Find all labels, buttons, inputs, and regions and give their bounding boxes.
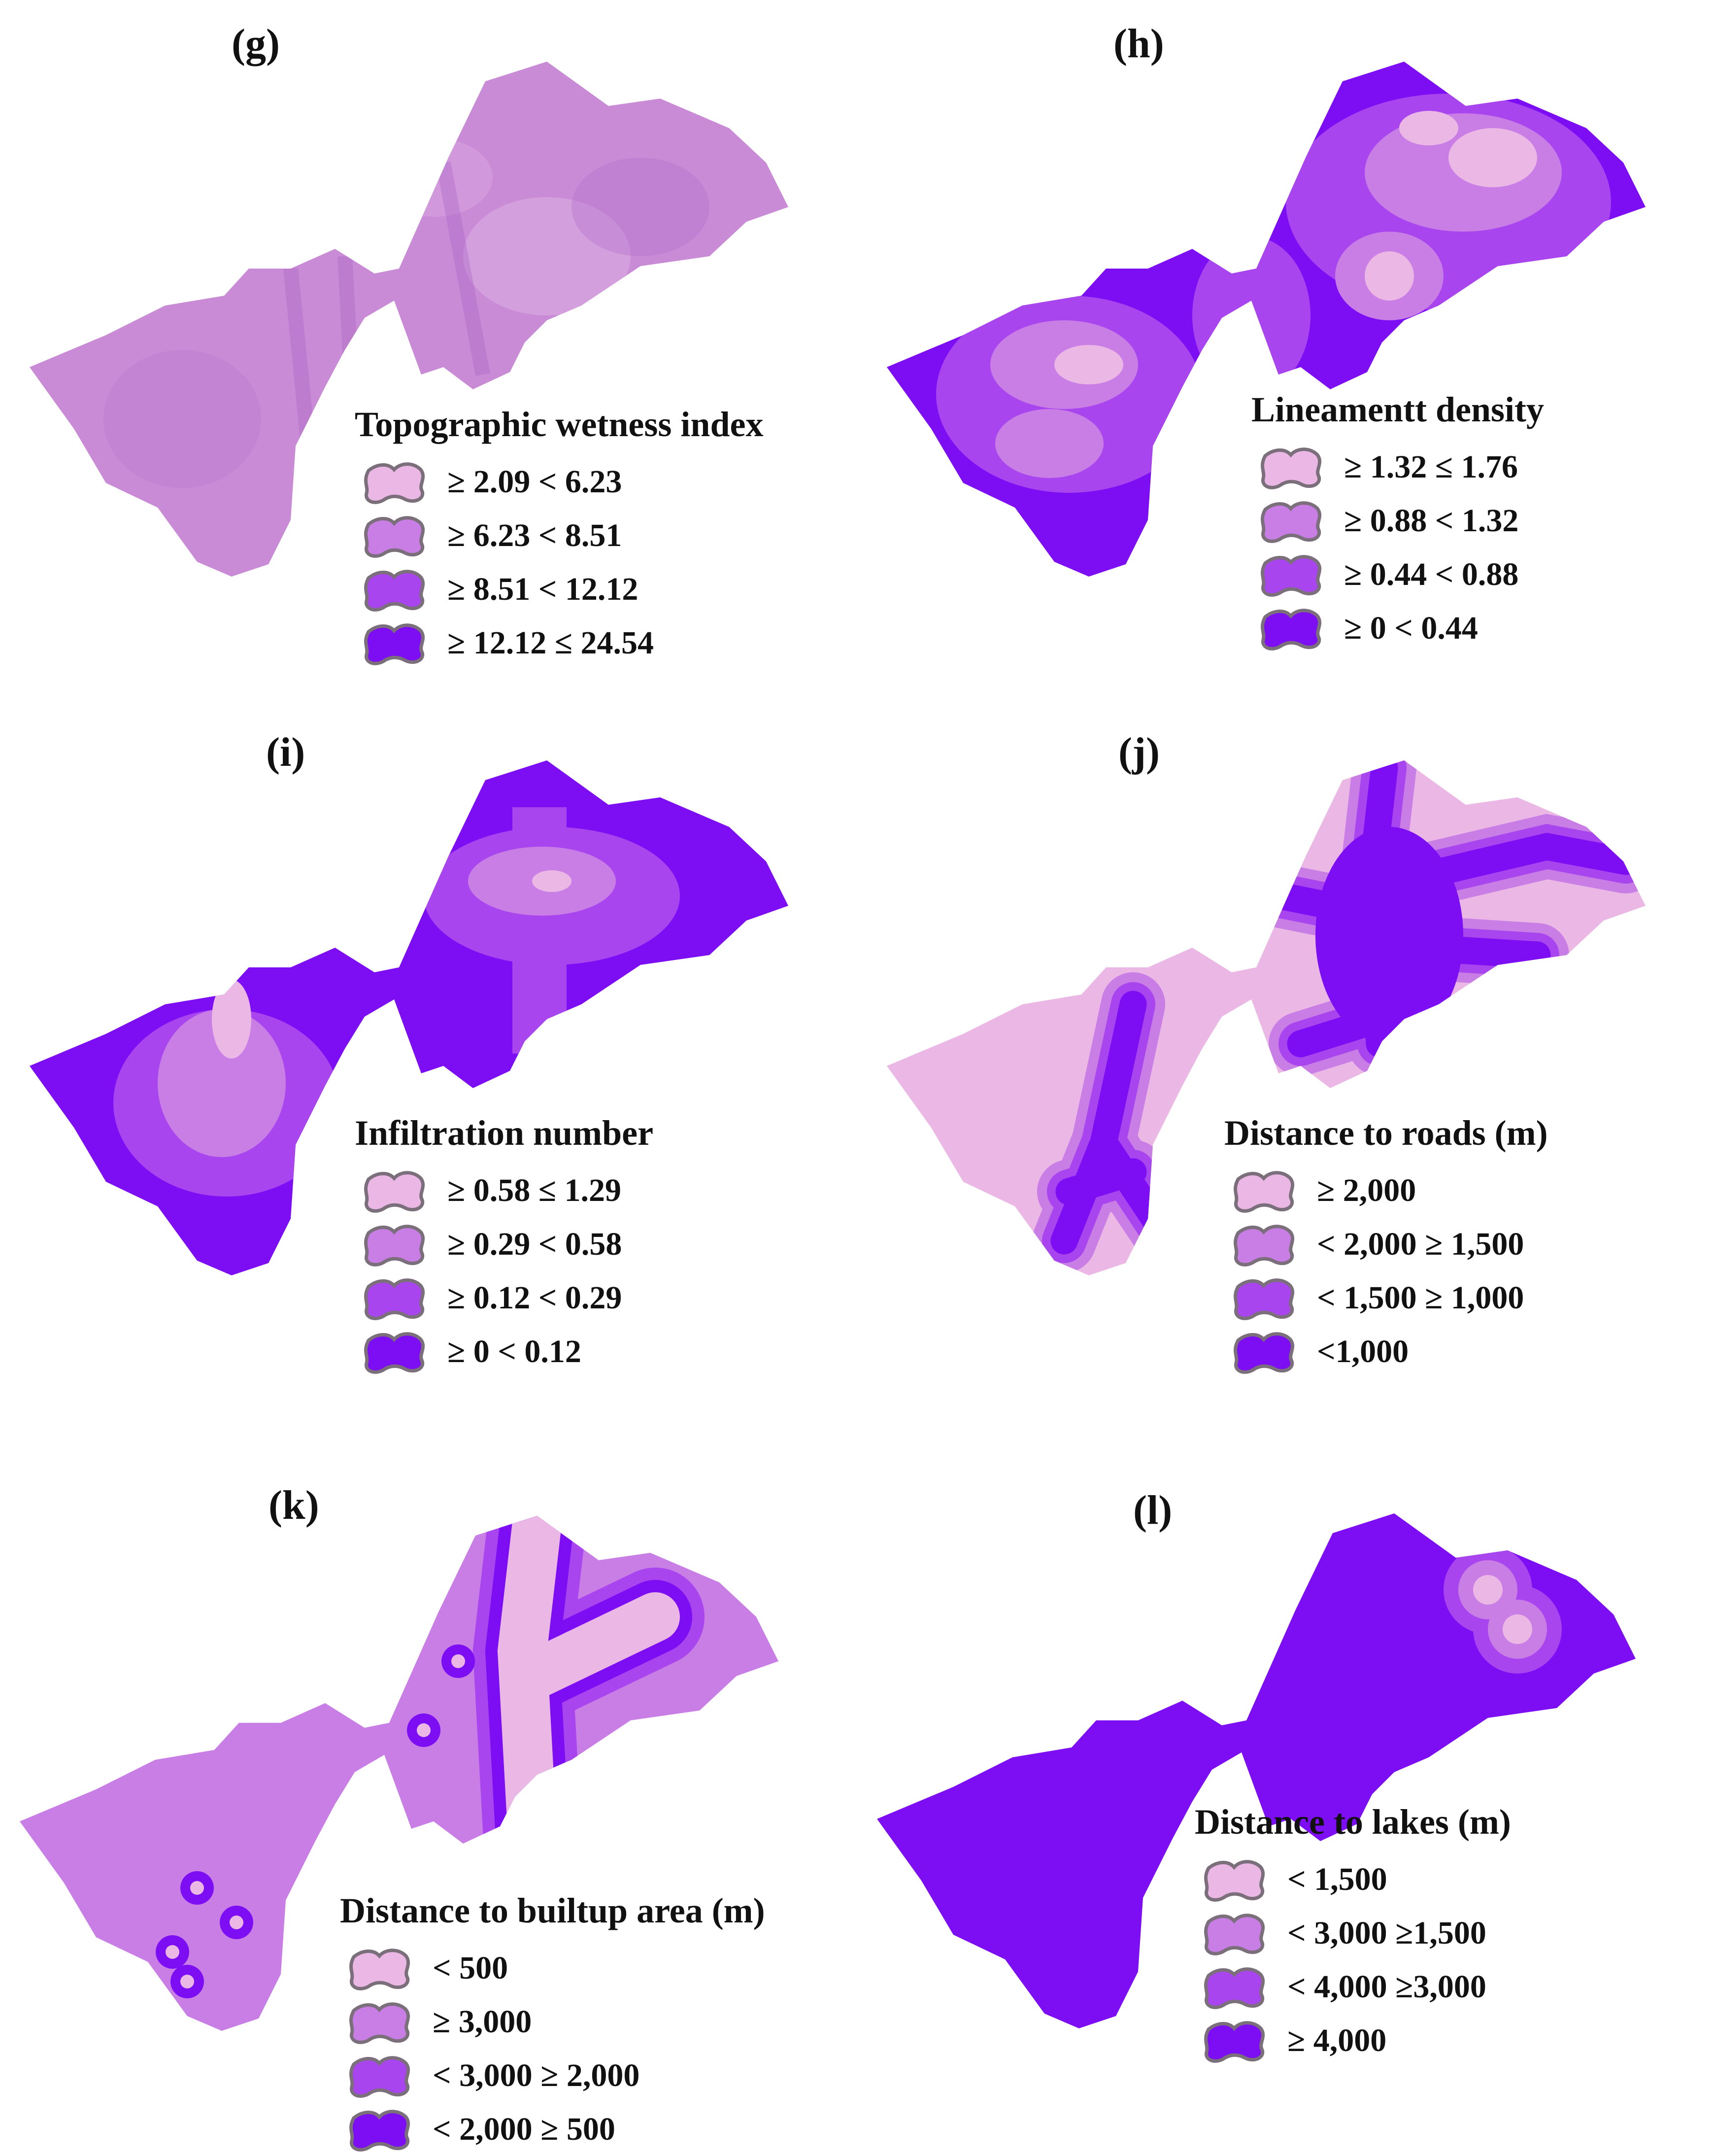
legend-label: ≥ 0.29 < 0.58 bbox=[447, 1226, 622, 1262]
swatch-class-1 bbox=[360, 1168, 429, 1213]
legend-label: ≥ 6.23 < 8.51 bbox=[447, 517, 622, 553]
legend-item: <1,000 bbox=[1229, 1325, 1548, 1378]
swatch-class-1 bbox=[1200, 1857, 1269, 1902]
legend-label: ≥ 4,000 bbox=[1287, 2022, 1387, 2058]
legend-title: Distance to lakes (m) bbox=[1195, 1802, 1511, 1842]
panel-j: (j) Distance to roads (m) ≥ 2,000 < 2,00… bbox=[857, 699, 1714, 1397]
swatch-class-3 bbox=[1200, 1965, 1269, 2009]
legend-item: ≥ 0.29 < 0.58 bbox=[360, 1217, 653, 1271]
legend-label: ≥ 3,000 bbox=[433, 2003, 532, 2040]
swatch-class-2 bbox=[1229, 1222, 1298, 1266]
legend-title: Infiltration number bbox=[355, 1113, 654, 1153]
legend-item: ≥ 2,000 bbox=[1229, 1164, 1548, 1217]
legend-label: < 500 bbox=[433, 1950, 508, 1986]
legend-label: ≥ 0.58 ≤ 1.29 bbox=[447, 1172, 621, 1208]
legend-label: ≥ 0 < 0.44 bbox=[1344, 610, 1478, 646]
legend: Distance to lakes (m) < 1,500 < 3,000 ≥1… bbox=[1195, 1802, 1511, 2067]
legend-title: Topographic wetness index bbox=[355, 405, 764, 444]
swatch-class-3 bbox=[1256, 552, 1325, 597]
legend-item: ≥ 0.58 ≤ 1.29 bbox=[360, 1164, 653, 1217]
legend-label: <1,000 bbox=[1317, 1333, 1409, 1369]
swatch-class-3 bbox=[360, 567, 429, 612]
legend-item: ≥ 2.09 < 6.23 bbox=[360, 455, 763, 509]
panel-label: (i) bbox=[266, 729, 305, 775]
legend-item: ≥ 0 < 0.44 bbox=[1256, 601, 1544, 655]
swatch-class-4 bbox=[360, 1330, 429, 1374]
legend-item: < 1,500 bbox=[1200, 1852, 1511, 1906]
panel-i: (i) Infiltration number ≥ 0.58 ≤ 1.29 ≥ … bbox=[0, 699, 857, 1397]
swatch-class-4 bbox=[1229, 1330, 1298, 1374]
swatch-class-4 bbox=[345, 2107, 414, 2152]
panel-h: (h) Lineamentt density ≥ 1.32 ≤ 1.76 ≥ 0… bbox=[857, 0, 1714, 698]
swatch-class-2 bbox=[1200, 1911, 1269, 1955]
legend-item: ≥ 3,000 bbox=[345, 1995, 765, 2049]
map-distance-to-builtup bbox=[20, 1516, 778, 2031]
legend: Infiltration number ≥ 0.58 ≤ 1.29 ≥ 0.29… bbox=[355, 1113, 653, 1378]
map-topographic-wetness bbox=[30, 62, 788, 577]
legend-label: < 2,000 ≥ 500 bbox=[433, 2111, 615, 2147]
legend-label: < 2,000 ≥ 1,500 bbox=[1317, 1226, 1524, 1262]
legend-label: < 1,500 ≥ 1,000 bbox=[1317, 1279, 1524, 1316]
swatch-class-3 bbox=[345, 2053, 414, 2098]
swatch-class-1 bbox=[360, 460, 429, 504]
swatch-class-4 bbox=[1200, 2019, 1269, 2063]
panel-label: (k) bbox=[269, 1482, 319, 1528]
legend: Distance to roads (m) ≥ 2,000 < 2,000 ≥ … bbox=[1224, 1113, 1548, 1378]
panel-k: (k) Distance to builtup area (m) < 500 ≥… bbox=[0, 1398, 857, 2096]
legend-item: ≥ 0.12 < 0.29 bbox=[360, 1271, 653, 1325]
legend-label: ≥ 8.51 < 12.12 bbox=[447, 571, 639, 607]
legend-label: < 3,000 ≥ 2,000 bbox=[433, 2057, 640, 2093]
legend-label: ≥ 12.12 ≤ 24.54 bbox=[447, 624, 654, 661]
legend-item: < 4,000 ≥3,000 bbox=[1200, 1960, 1511, 2014]
swatch-class-2 bbox=[360, 513, 429, 558]
legend-label: < 4,000 ≥3,000 bbox=[1287, 1968, 1486, 2005]
swatch-class-3 bbox=[360, 1276, 429, 1320]
legend-item: < 3,000 ≥ 2,000 bbox=[345, 2049, 765, 2102]
legend-label: ≥ 0.12 < 0.29 bbox=[447, 1279, 622, 1316]
swatch-class-2 bbox=[345, 2000, 414, 2044]
panel-l: (l) Distance to lakes (m) < 1,500 < 3,00… bbox=[857, 1398, 1714, 2096]
swatch-class-1 bbox=[345, 1946, 414, 1990]
legend-item: ≥ 8.51 < 12.12 bbox=[360, 562, 763, 616]
legend-label: < 1,500 bbox=[1287, 1861, 1387, 1897]
panel-label: (g) bbox=[232, 21, 280, 67]
swatch-class-2 bbox=[360, 1222, 429, 1266]
swatch-class-4 bbox=[1256, 606, 1325, 650]
legend-item: < 1,500 ≥ 1,000 bbox=[1229, 1271, 1548, 1325]
panel-label: (h) bbox=[1113, 21, 1164, 67]
swatch-class-1 bbox=[1256, 445, 1325, 489]
legend-title: Distance to roads (m) bbox=[1224, 1113, 1548, 1153]
swatch-class-2 bbox=[1256, 499, 1325, 543]
legend-item: ≥ 4,000 bbox=[1200, 2014, 1511, 2067]
legend: Lineamentt density ≥ 1.32 ≤ 1.76 ≥ 0.88 … bbox=[1251, 389, 1544, 655]
swatch-class-3 bbox=[1229, 1276, 1298, 1320]
legend-label: ≥ 0.88 < 1.32 bbox=[1344, 502, 1519, 539]
legend-label: < 3,000 ≥1,500 bbox=[1287, 1915, 1486, 1951]
legend-item: ≥ 0 < 0.12 bbox=[360, 1325, 653, 1378]
map-lineament-density bbox=[887, 62, 1646, 577]
legend-label: ≥ 0.44 < 0.88 bbox=[1344, 556, 1519, 592]
legend-item: < 2,000 ≥ 500 bbox=[345, 2102, 765, 2156]
legend-item: < 3,000 ≥1,500 bbox=[1200, 1906, 1511, 1960]
legend-label: ≥ 2.09 < 6.23 bbox=[447, 463, 622, 500]
legend-title: Distance to builtup area (m) bbox=[340, 1891, 765, 1930]
legend: Distance to builtup area (m) < 500 ≥ 3,0… bbox=[340, 1890, 765, 2156]
legend-item: ≥ 1.32 ≤ 1.76 bbox=[1256, 440, 1544, 494]
panel-label: (j) bbox=[1118, 729, 1160, 775]
legend-item: ≥ 6.23 < 8.51 bbox=[360, 509, 763, 562]
panel-label: (l) bbox=[1133, 1487, 1173, 1533]
legend-item: ≥ 0.88 < 1.32 bbox=[1256, 494, 1544, 548]
swatch-class-4 bbox=[360, 621, 429, 665]
legend-label: ≥ 2,000 bbox=[1317, 1172, 1416, 1208]
legend-label: ≥ 1.32 ≤ 1.76 bbox=[1344, 448, 1518, 485]
legend-item: ≥ 0.44 < 0.88 bbox=[1256, 548, 1544, 601]
legend-label: ≥ 0 < 0.12 bbox=[447, 1333, 581, 1369]
panel-g: (g) Topographic wetness index ≥ 2.09 < 6… bbox=[0, 0, 857, 698]
legend-item: < 500 bbox=[345, 1941, 765, 1995]
legend-item: ≥ 12.12 ≤ 24.54 bbox=[360, 616, 763, 670]
legend: Topographic wetness index ≥ 2.09 < 6.23 … bbox=[355, 404, 763, 670]
swatch-class-1 bbox=[1229, 1168, 1298, 1213]
legend-title: Lineamentt density bbox=[1251, 390, 1544, 429]
legend-item: < 2,000 ≥ 1,500 bbox=[1229, 1217, 1548, 1271]
